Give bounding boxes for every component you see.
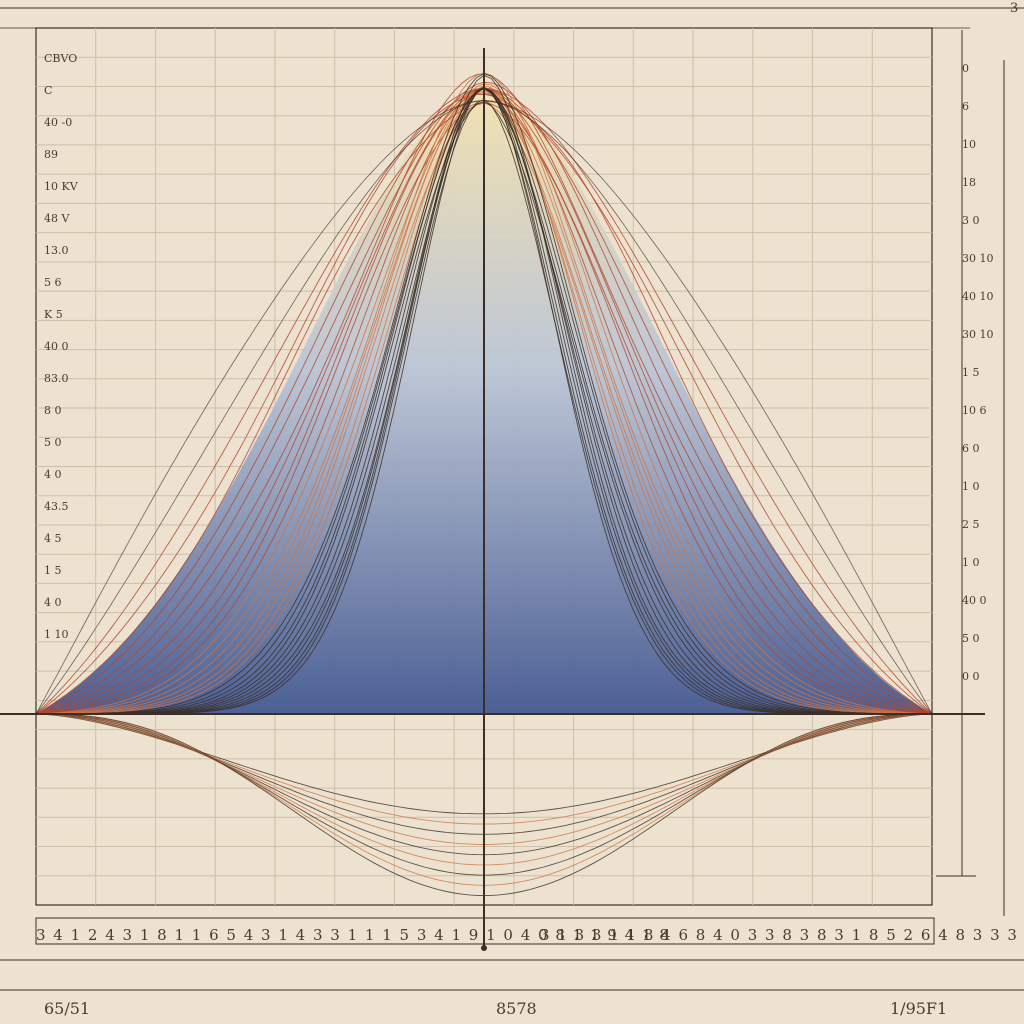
left-tick-label: 4 0 — [44, 596, 62, 609]
footer-center-label: 8578 — [496, 999, 537, 1018]
footer-left-label: 65/51 — [44, 999, 90, 1018]
axes — [0, 48, 985, 951]
left-tick-labels: CBVO C 40 -0 89 10 KV 48 V 13.0 5 6 K 5 40 0 83.0 8… — [44, 52, 79, 641]
right-tick-label: 10 6 — [962, 404, 987, 417]
right-tick-label: 30 10 — [962, 252, 994, 265]
right-tick-label: 0 — [962, 62, 969, 75]
left-tick-label: 89 — [44, 148, 58, 161]
left-tick-label: 4 0 — [44, 468, 62, 481]
left-tick-label: 48 V — [44, 212, 70, 225]
right-tick-label: 6 0 — [962, 442, 980, 455]
right-tick-label: 10 — [962, 138, 976, 151]
right-tick-label: 6 — [962, 100, 969, 113]
left-tick-label: K 5 — [44, 308, 63, 321]
left-tick-label: 4 5 — [44, 532, 62, 545]
left-tick-label: 10 KV — [44, 180, 79, 193]
right-tick-labels: 0 6 10 18 3 0 30 10 40 10 30 10 1 5 10 6 6 0 1 0 2 5… — [962, 62, 994, 683]
right-tick-label: 40 10 — [962, 290, 994, 303]
right-tick-label: 3 0 — [962, 214, 980, 227]
bottom-scale-left: 3 4 1 2 4 3 1 8 1 1 6 5 4 3 1 4 3 3 1 1 … — [36, 926, 670, 944]
left-tick-label: 5 6 — [44, 276, 62, 289]
right-tick-label: 0 0 — [962, 670, 980, 683]
left-tick-label: 40 0 — [44, 340, 69, 353]
left-tick-label: 5 0 — [44, 436, 62, 449]
left-tick-label: 8 0 — [44, 404, 62, 417]
right-tick-label: 18 — [962, 176, 976, 189]
left-tick-label: 43.5 — [44, 500, 69, 513]
left-tick-label: 1 10 — [44, 628, 69, 641]
right-tick-label: 30 10 — [962, 328, 994, 341]
right-tick-label: 40 0 — [962, 594, 987, 607]
left-tick-label: 1 5 — [44, 564, 62, 577]
left-tick-label: 83.0 — [44, 372, 69, 385]
right-tick-label: 2 5 — [962, 518, 980, 531]
left-tick-label: CBVO — [44, 52, 77, 65]
right-tick-label: 1 0 — [962, 556, 980, 569]
left-tick-label: 40 -0 — [44, 116, 72, 129]
top-right-mark: 3 — [1010, 1, 1018, 16]
bottom-scale-right: 3 1 3 3 1 1 8 4 6 8 4 0 3 3 8 3 8 3 1 8 … — [540, 926, 1024, 944]
left-tick-label: 13.0 — [44, 244, 69, 257]
center-line-end-dot — [481, 945, 487, 951]
right-tick-label: 1 5 — [962, 366, 980, 379]
left-tick-label: C — [44, 84, 52, 97]
right-tick-label: 1 0 — [962, 480, 980, 493]
footer-right-label: 1/95F1 — [890, 999, 947, 1018]
right-tick-label: 5 0 — [962, 632, 980, 645]
